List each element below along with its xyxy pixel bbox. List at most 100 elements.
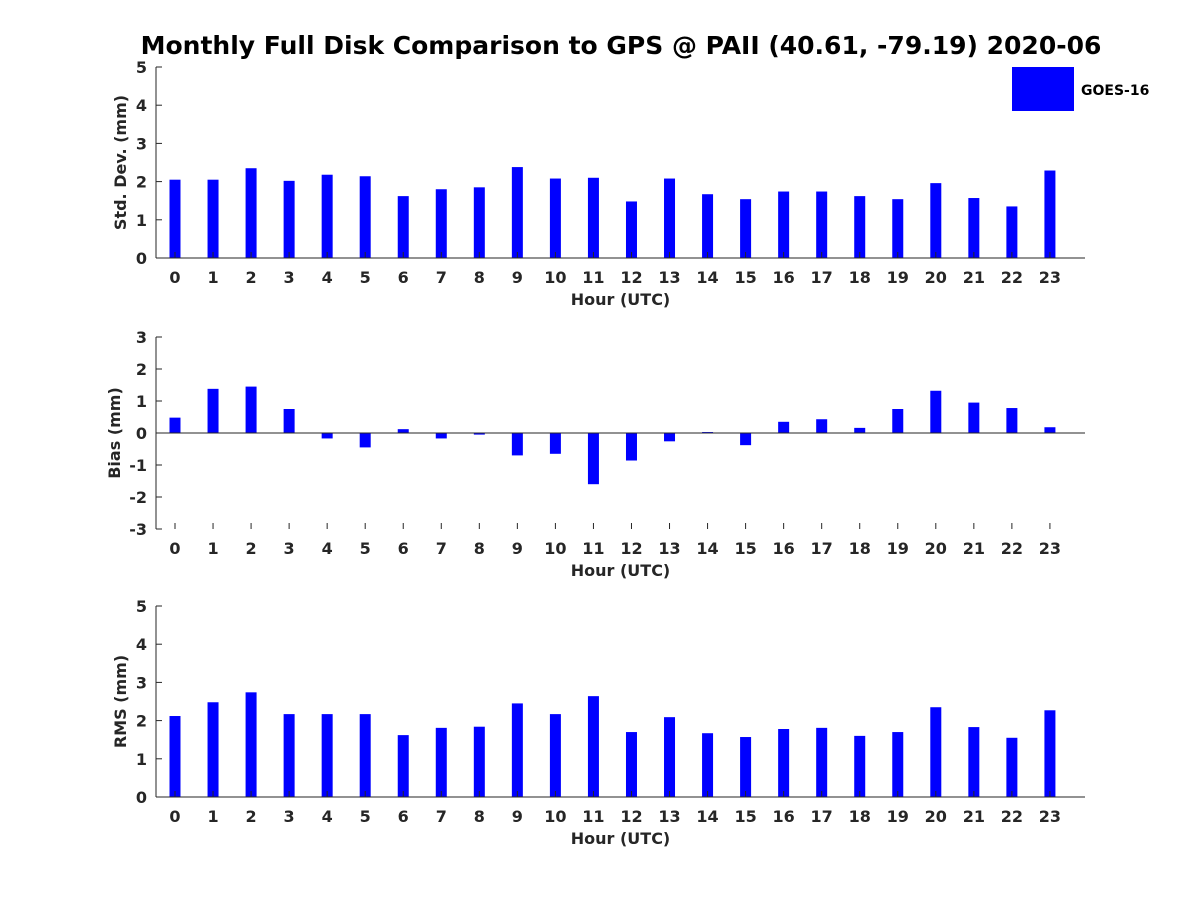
- x-tick-label: 7: [436, 268, 447, 287]
- bar-hour-6: [397, 429, 409, 433]
- bar-hour-22: [1006, 737, 1018, 797]
- bar-hour-14: [702, 733, 714, 797]
- bar-hour-7: [435, 727, 447, 797]
- bar-hour-22: [1006, 408, 1018, 433]
- bar-hour-8: [473, 433, 485, 435]
- x-axis-label: Hour (UTC): [571, 561, 671, 580]
- bar-hour-2: [245, 386, 257, 433]
- legend-label: GOES-16: [1081, 83, 1149, 99]
- bar-hour-0: [169, 716, 181, 797]
- y-tick-label: 5: [136, 597, 147, 616]
- bar-hour-13: [664, 433, 676, 442]
- x-tick-label: 1: [207, 268, 218, 287]
- bar-hour-15: [740, 737, 752, 797]
- x-tick-label: 14: [696, 807, 718, 826]
- bar-hour-3: [283, 180, 295, 258]
- bar-hour-18: [854, 427, 866, 433]
- x-tick-label: 18: [849, 539, 871, 558]
- bar-hour-5: [359, 176, 371, 258]
- x-tick-label: 4: [322, 539, 333, 558]
- bar-hour-18: [854, 196, 866, 258]
- bar-hour-1: [207, 179, 219, 258]
- x-tick-label: 10: [544, 539, 566, 558]
- x-tick-label: 0: [169, 807, 180, 826]
- bar-hour-8: [473, 187, 485, 258]
- y-tick-label: 3: [136, 134, 147, 153]
- x-tick-label: 17: [811, 539, 833, 558]
- x-axis-label: Hour (UTC): [571, 829, 671, 848]
- x-tick-label: 13: [658, 807, 680, 826]
- bar-hour-12: [625, 201, 637, 258]
- bar-hour-4: [321, 714, 333, 797]
- x-tick-label: 8: [474, 539, 485, 558]
- x-tick-label: 7: [436, 807, 447, 826]
- y-tick-label: 5: [136, 58, 147, 77]
- x-tick-label: 21: [963, 539, 985, 558]
- y-tick-label: 0: [136, 788, 147, 807]
- y-axis-label: RMS (mm): [111, 655, 130, 748]
- x-tick-label: 20: [925, 807, 947, 826]
- bar-hour-0: [169, 417, 181, 433]
- bar-hour-3: [283, 409, 295, 433]
- x-tick-label: 10: [544, 807, 566, 826]
- x-tick-label: 16: [773, 539, 795, 558]
- bar-hour-19: [892, 409, 904, 433]
- bar-hour-10: [549, 178, 561, 258]
- x-tick-label: 17: [811, 807, 833, 826]
- bar-hour-3: [283, 714, 295, 797]
- legend: GOES-16: [1012, 67, 1149, 111]
- y-tick-label: 4: [136, 96, 147, 115]
- bar-hour-7: [435, 189, 447, 258]
- x-tick-label: 11: [582, 807, 604, 826]
- bar-hour-1: [207, 702, 219, 797]
- bar-hour-23: [1044, 170, 1056, 258]
- bar-hour-15: [740, 199, 752, 258]
- x-tick-label: 23: [1039, 807, 1061, 826]
- x-tick-label: 3: [284, 807, 295, 826]
- x-tick-label: 14: [696, 539, 718, 558]
- x-tick-label: 9: [512, 268, 523, 287]
- bar-hour-9: [511, 167, 523, 258]
- chart-title: Monthly Full Disk Comparison to GPS @ PA…: [141, 31, 1102, 60]
- bar-hour-18: [854, 735, 866, 797]
- bar-hour-21: [968, 402, 980, 433]
- y-tick-label: 3: [136, 673, 147, 692]
- x-tick-label: 6: [398, 539, 409, 558]
- x-tick-label: 17: [811, 268, 833, 287]
- bar-hour-16: [778, 729, 790, 797]
- x-tick-label: 12: [620, 539, 642, 558]
- x-tick-label: 15: [734, 807, 756, 826]
- x-tick-label: 5: [360, 539, 371, 558]
- x-tick-label: 7: [436, 539, 447, 558]
- bar-hour-19: [892, 199, 904, 258]
- x-tick-label: 13: [658, 268, 680, 287]
- x-tick-label: 20: [925, 539, 947, 558]
- bar-hour-21: [968, 198, 980, 258]
- y-tick-label: -2: [129, 488, 147, 507]
- bar-hour-5: [359, 433, 371, 448]
- x-tick-label: 5: [360, 268, 371, 287]
- x-tick-label: 12: [620, 268, 642, 287]
- x-tick-label: 2: [246, 268, 257, 287]
- x-tick-label: 15: [734, 539, 756, 558]
- x-tick-label: 4: [322, 807, 333, 826]
- x-tick-label: 8: [474, 807, 485, 826]
- x-tick-label: 19: [887, 268, 909, 287]
- x-axis-label: Hour (UTC): [571, 290, 671, 309]
- bar-hour-2: [245, 168, 257, 258]
- y-axis-label: Std. Dev. (mm): [111, 95, 130, 230]
- y-tick-label: -3: [129, 520, 147, 539]
- x-tick-label: 3: [284, 539, 295, 558]
- y-tick-label: 2: [136, 173, 147, 192]
- x-tick-label: 23: [1039, 268, 1061, 287]
- bar-hour-6: [397, 735, 409, 797]
- x-tick-label: 3: [284, 268, 295, 287]
- x-tick-label: 9: [512, 539, 523, 558]
- x-tick-label: 21: [963, 268, 985, 287]
- bar-hour-1: [207, 388, 219, 433]
- bar-hour-6: [397, 196, 409, 258]
- x-tick-label: 0: [169, 268, 180, 287]
- bar-hour-4: [321, 174, 333, 258]
